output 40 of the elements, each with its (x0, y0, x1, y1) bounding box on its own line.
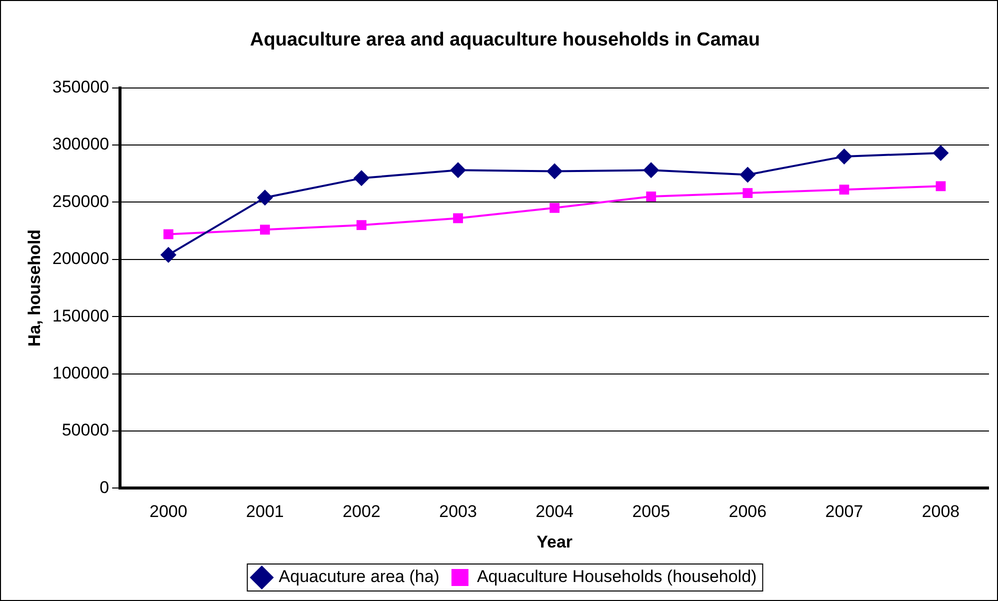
point (353, 170, 370, 186)
point (450, 162, 466, 178)
x-tick-label: 2005 (632, 502, 670, 522)
y-tick-label: 50000 (62, 420, 110, 440)
y-tick-label: 150000 (52, 306, 110, 326)
y-tick-label: 350000 (52, 77, 110, 96)
y-axis-title: Ha, household (24, 229, 44, 347)
y-tick-label: 300000 (52, 134, 110, 154)
x-tick-label: 2002 (342, 502, 380, 522)
x-axis-title: Year (536, 532, 573, 552)
point (163, 229, 174, 240)
x-tick-label: 2004 (536, 502, 574, 522)
point (356, 220, 366, 230)
point (643, 162, 660, 178)
point (453, 213, 463, 224)
point (740, 166, 756, 183)
point (839, 184, 850, 195)
x-tick-label: 2008 (922, 502, 960, 522)
chart-title: Aquaculture area and aquaculture households in Camau (250, 30, 760, 51)
y-tick-label: 250000 (52, 192, 110, 211)
point (550, 202, 560, 213)
legend-label: Aquaculture Households (household) (476, 567, 757, 586)
point (936, 181, 946, 192)
x-tick-label: 2000 (149, 502, 188, 522)
point (260, 224, 270, 235)
y-tick-label: 0 (100, 478, 110, 497)
y-tick-label: 200000 (52, 249, 110, 268)
point (546, 163, 563, 180)
legend-label: Aquacuture area (ha) (278, 567, 440, 586)
point (742, 188, 753, 198)
y-tick-label: 100000 (52, 363, 110, 382)
x-tick-label: 2003 (439, 502, 477, 522)
x-tick-label: 2007 (825, 502, 864, 522)
point (160, 246, 176, 263)
point (256, 190, 273, 206)
x-tick-label: 2006 (728, 502, 767, 522)
point (836, 148, 852, 164)
point (932, 145, 949, 162)
point (646, 192, 656, 202)
x-tick-label: 2001 (246, 502, 284, 522)
